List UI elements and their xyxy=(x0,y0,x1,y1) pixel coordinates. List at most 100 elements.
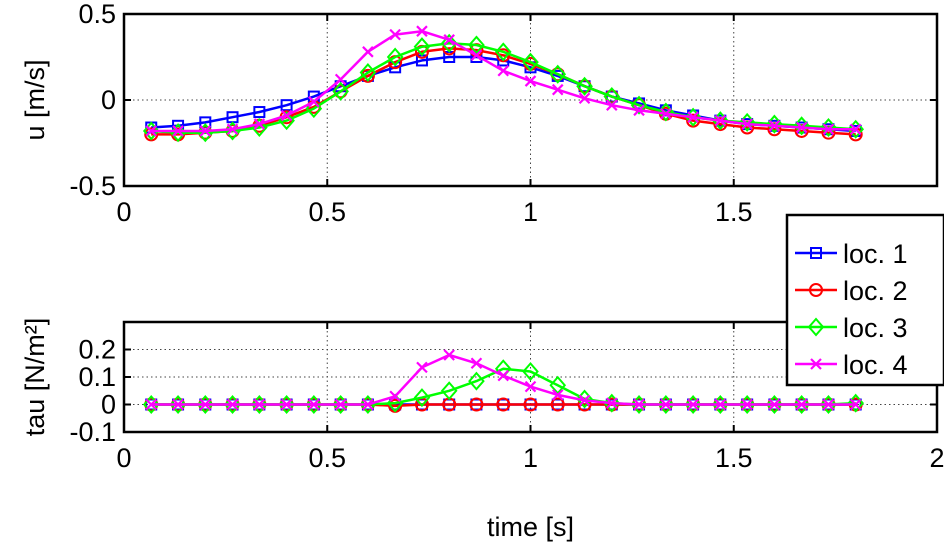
legend-marker xyxy=(807,317,825,337)
data-point xyxy=(687,111,699,123)
series-line xyxy=(151,47,856,136)
data-point xyxy=(389,28,401,41)
data-point xyxy=(172,125,184,137)
data-point xyxy=(714,398,727,411)
x-tick-label: 2 xyxy=(929,443,944,473)
data-point xyxy=(469,397,484,412)
data-point xyxy=(633,104,645,117)
data-point xyxy=(413,37,431,57)
data-point xyxy=(251,394,268,415)
data-point xyxy=(280,398,293,411)
velocity-panel: 0 0.5 1 1.5-0.500.5u [m/s] xyxy=(20,0,939,227)
data-point xyxy=(253,398,266,411)
data-point xyxy=(551,83,564,96)
data-point xyxy=(523,397,538,412)
data-point xyxy=(497,64,510,77)
data-point xyxy=(741,118,753,130)
data-point xyxy=(443,349,455,361)
legend-label: loc. 1 xyxy=(843,239,908,269)
data-point xyxy=(334,73,347,86)
data-point xyxy=(684,394,702,415)
data-point xyxy=(606,99,618,111)
legend-entry: loc. 1 xyxy=(795,239,908,269)
x-tick-label: 1.5 xyxy=(715,197,753,227)
data-point xyxy=(793,394,810,415)
data-point xyxy=(524,75,537,87)
data-point xyxy=(145,125,158,137)
data-point xyxy=(522,361,539,382)
legend: loc. 1 loc. 2 loc. 3 loc. 4 xyxy=(785,213,944,387)
data-point xyxy=(550,397,565,412)
data-point xyxy=(332,394,349,415)
data-point xyxy=(253,118,266,130)
data-point xyxy=(468,35,485,55)
data-point xyxy=(657,394,675,415)
data-point xyxy=(576,76,593,96)
data-point xyxy=(280,109,293,122)
data-point xyxy=(142,394,160,415)
data-point xyxy=(768,120,781,132)
data-point xyxy=(172,398,184,411)
data-point xyxy=(470,49,483,62)
data-point xyxy=(413,388,431,408)
y-tick-label: -0.5 xyxy=(69,171,116,201)
data-point xyxy=(416,361,428,374)
data-point xyxy=(199,125,212,137)
x-tick-label: 1 xyxy=(523,443,538,473)
data-point xyxy=(199,398,212,411)
legend-label: loc. 3 xyxy=(843,313,908,343)
legend-entry: loc. 4 xyxy=(795,350,908,380)
data-point xyxy=(362,398,374,411)
data-point xyxy=(416,25,428,37)
series-loc-4 xyxy=(145,349,862,411)
data-point xyxy=(494,42,512,62)
data-point xyxy=(795,398,808,411)
legend-label: loc. 2 xyxy=(843,276,908,306)
data-point xyxy=(278,394,295,415)
data-point xyxy=(630,394,648,415)
data-point xyxy=(496,397,511,412)
data-point xyxy=(849,123,862,136)
legend-label: loc. 4 xyxy=(843,350,908,380)
data-point xyxy=(633,398,645,411)
data-point xyxy=(578,92,591,105)
data-point xyxy=(549,64,567,84)
y-tick-label: 0.2 xyxy=(78,335,116,365)
x-tick-label: 0 xyxy=(116,443,131,473)
data-point xyxy=(497,369,510,382)
data-point xyxy=(226,123,239,136)
data-point xyxy=(847,119,865,139)
data-point xyxy=(196,394,214,415)
y-tick-label: 0 xyxy=(101,85,116,115)
y-tick-label: 0 xyxy=(101,390,116,420)
data-point xyxy=(795,121,808,134)
data-point xyxy=(468,371,485,391)
legend-marker xyxy=(810,247,822,259)
y-tick-label: 0.1 xyxy=(78,362,116,392)
legend-marker xyxy=(810,358,822,370)
data-point xyxy=(578,394,591,407)
data-point xyxy=(714,114,727,127)
data-point xyxy=(684,107,702,127)
data-point xyxy=(820,394,837,415)
data-point xyxy=(145,398,158,411)
data-point xyxy=(308,398,320,411)
data-point xyxy=(687,398,699,411)
data-point xyxy=(738,394,756,415)
data-point xyxy=(308,95,320,108)
legend-box xyxy=(785,213,944,387)
data-point xyxy=(362,46,374,58)
data-point xyxy=(524,380,537,393)
data-point xyxy=(280,99,293,112)
data-point xyxy=(822,398,835,411)
data-point xyxy=(169,394,187,415)
y-axis-label: tau [N/m²] xyxy=(20,318,50,437)
data-point xyxy=(440,33,458,53)
data-point xyxy=(606,397,618,409)
x-tick-label: 1 xyxy=(523,197,538,227)
series-loc-4 xyxy=(145,25,862,137)
data-point xyxy=(470,357,483,370)
data-point xyxy=(849,398,862,411)
